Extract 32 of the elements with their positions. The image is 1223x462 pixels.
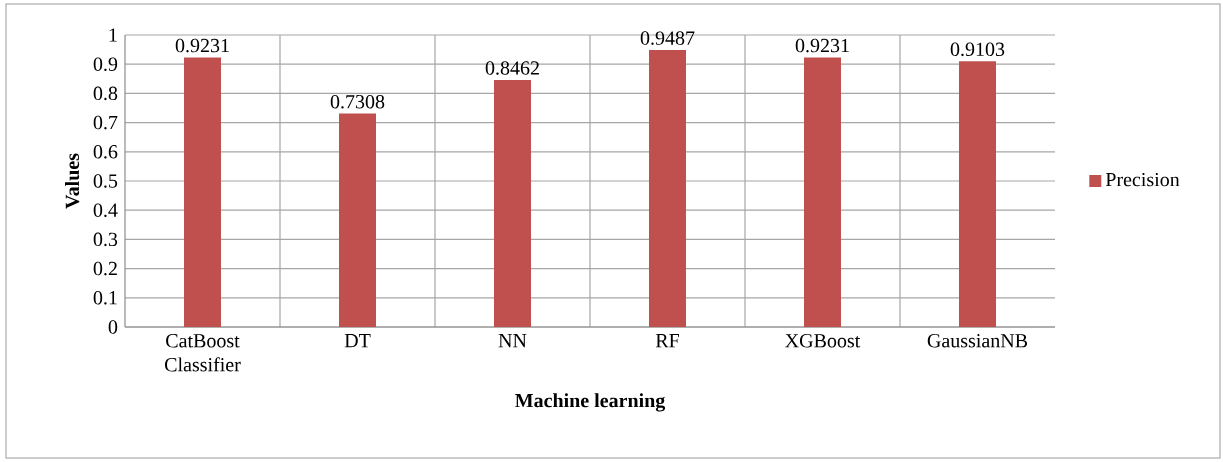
x-tick-label: XGBoost	[785, 334, 861, 348]
legend-label: Precision	[1105, 172, 1180, 187]
x-tick-label: DT	[344, 334, 371, 348]
x-tick-label: CatBoost Classifier	[164, 334, 241, 372]
y-tick-label: 0.7	[93, 115, 118, 130]
y-tick-label: 0.8	[93, 86, 118, 101]
data-label: 0.8462	[485, 61, 539, 75]
y-tick-label: 0.4	[93, 203, 118, 217]
y-tick-label: 0.5	[93, 174, 118, 188]
x-tick-label: GaussianNB	[927, 334, 1028, 348]
data-label: 0.9231	[175, 38, 229, 53]
data-label: 0.9487	[640, 31, 695, 45]
bar	[184, 57, 222, 327]
bar	[959, 61, 996, 327]
y-tick-label: 0.9	[93, 57, 118, 71]
bar	[649, 49, 686, 327]
y-tick-label: 0.6	[93, 145, 118, 159]
bar	[339, 113, 376, 327]
x-tick-label: NN	[498, 334, 527, 348]
y-axis-title: Values	[65, 153, 80, 209]
x-axis-title: Machine learning	[515, 393, 666, 412]
data-label: 0.9103	[950, 42, 1005, 57]
x-tick-label: RF	[655, 334, 680, 348]
data-label: 0.9231	[795, 38, 849, 53]
y-tick-label: 0.3	[93, 232, 118, 247]
data-label: 0.7308	[330, 94, 385, 109]
y-tick-label: 0.2	[93, 261, 117, 276]
y-tick-label: 0	[108, 320, 118, 334]
bar	[494, 79, 531, 327]
y-tick-label: 0.1	[93, 291, 117, 305]
bar	[804, 57, 841, 327]
y-tick-label: 1	[109, 28, 117, 42]
